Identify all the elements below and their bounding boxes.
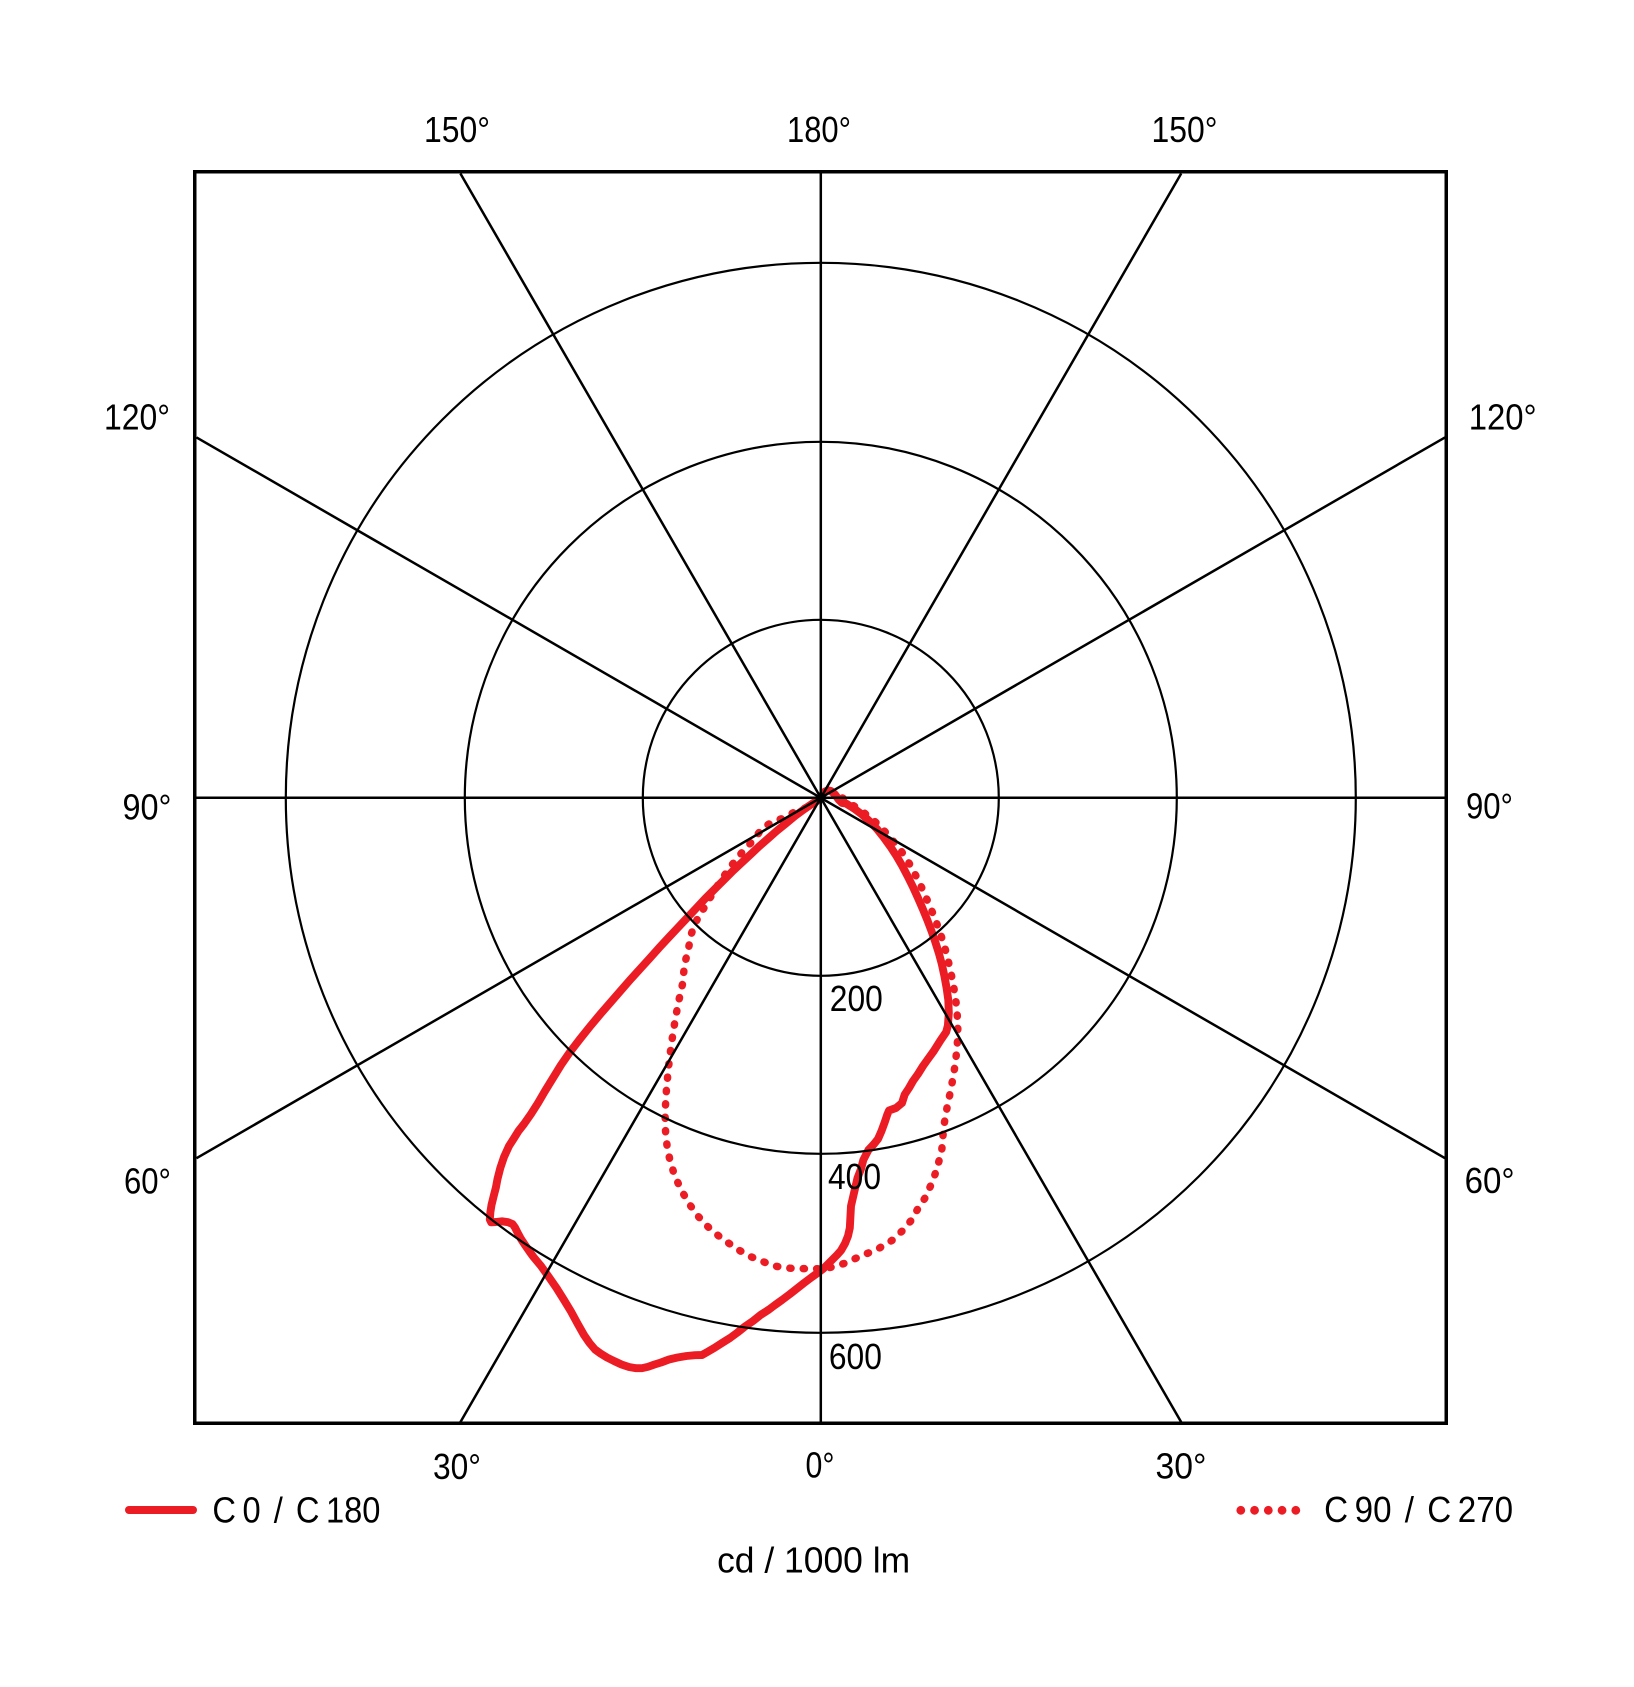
svg-text:0°: 0°: [806, 1445, 835, 1486]
svg-text:90°: 90°: [1466, 786, 1513, 827]
svg-text:C 90 / C 270: C 90 / C 270: [1324, 1489, 1513, 1530]
svg-text:200: 200: [830, 978, 883, 1019]
svg-text:400: 400: [828, 1156, 881, 1197]
svg-text:30°: 30°: [1156, 1446, 1207, 1487]
svg-text:cd / 1000 lm: cd / 1000 lm: [717, 1539, 910, 1580]
svg-text:60°: 60°: [1465, 1160, 1515, 1201]
svg-text:C 0 / C 180: C 0 / C 180: [212, 1490, 380, 1531]
svg-text:150°: 150°: [1152, 109, 1218, 150]
svg-text:600: 600: [829, 1336, 882, 1377]
svg-text:150°: 150°: [424, 109, 490, 150]
svg-text:30°: 30°: [433, 1446, 481, 1487]
svg-text:60°: 60°: [124, 1161, 171, 1202]
svg-text:90°: 90°: [123, 787, 172, 828]
svg-text:120°: 120°: [1469, 397, 1537, 438]
svg-text:180°: 180°: [787, 109, 851, 150]
svg-text:120°: 120°: [104, 397, 170, 438]
